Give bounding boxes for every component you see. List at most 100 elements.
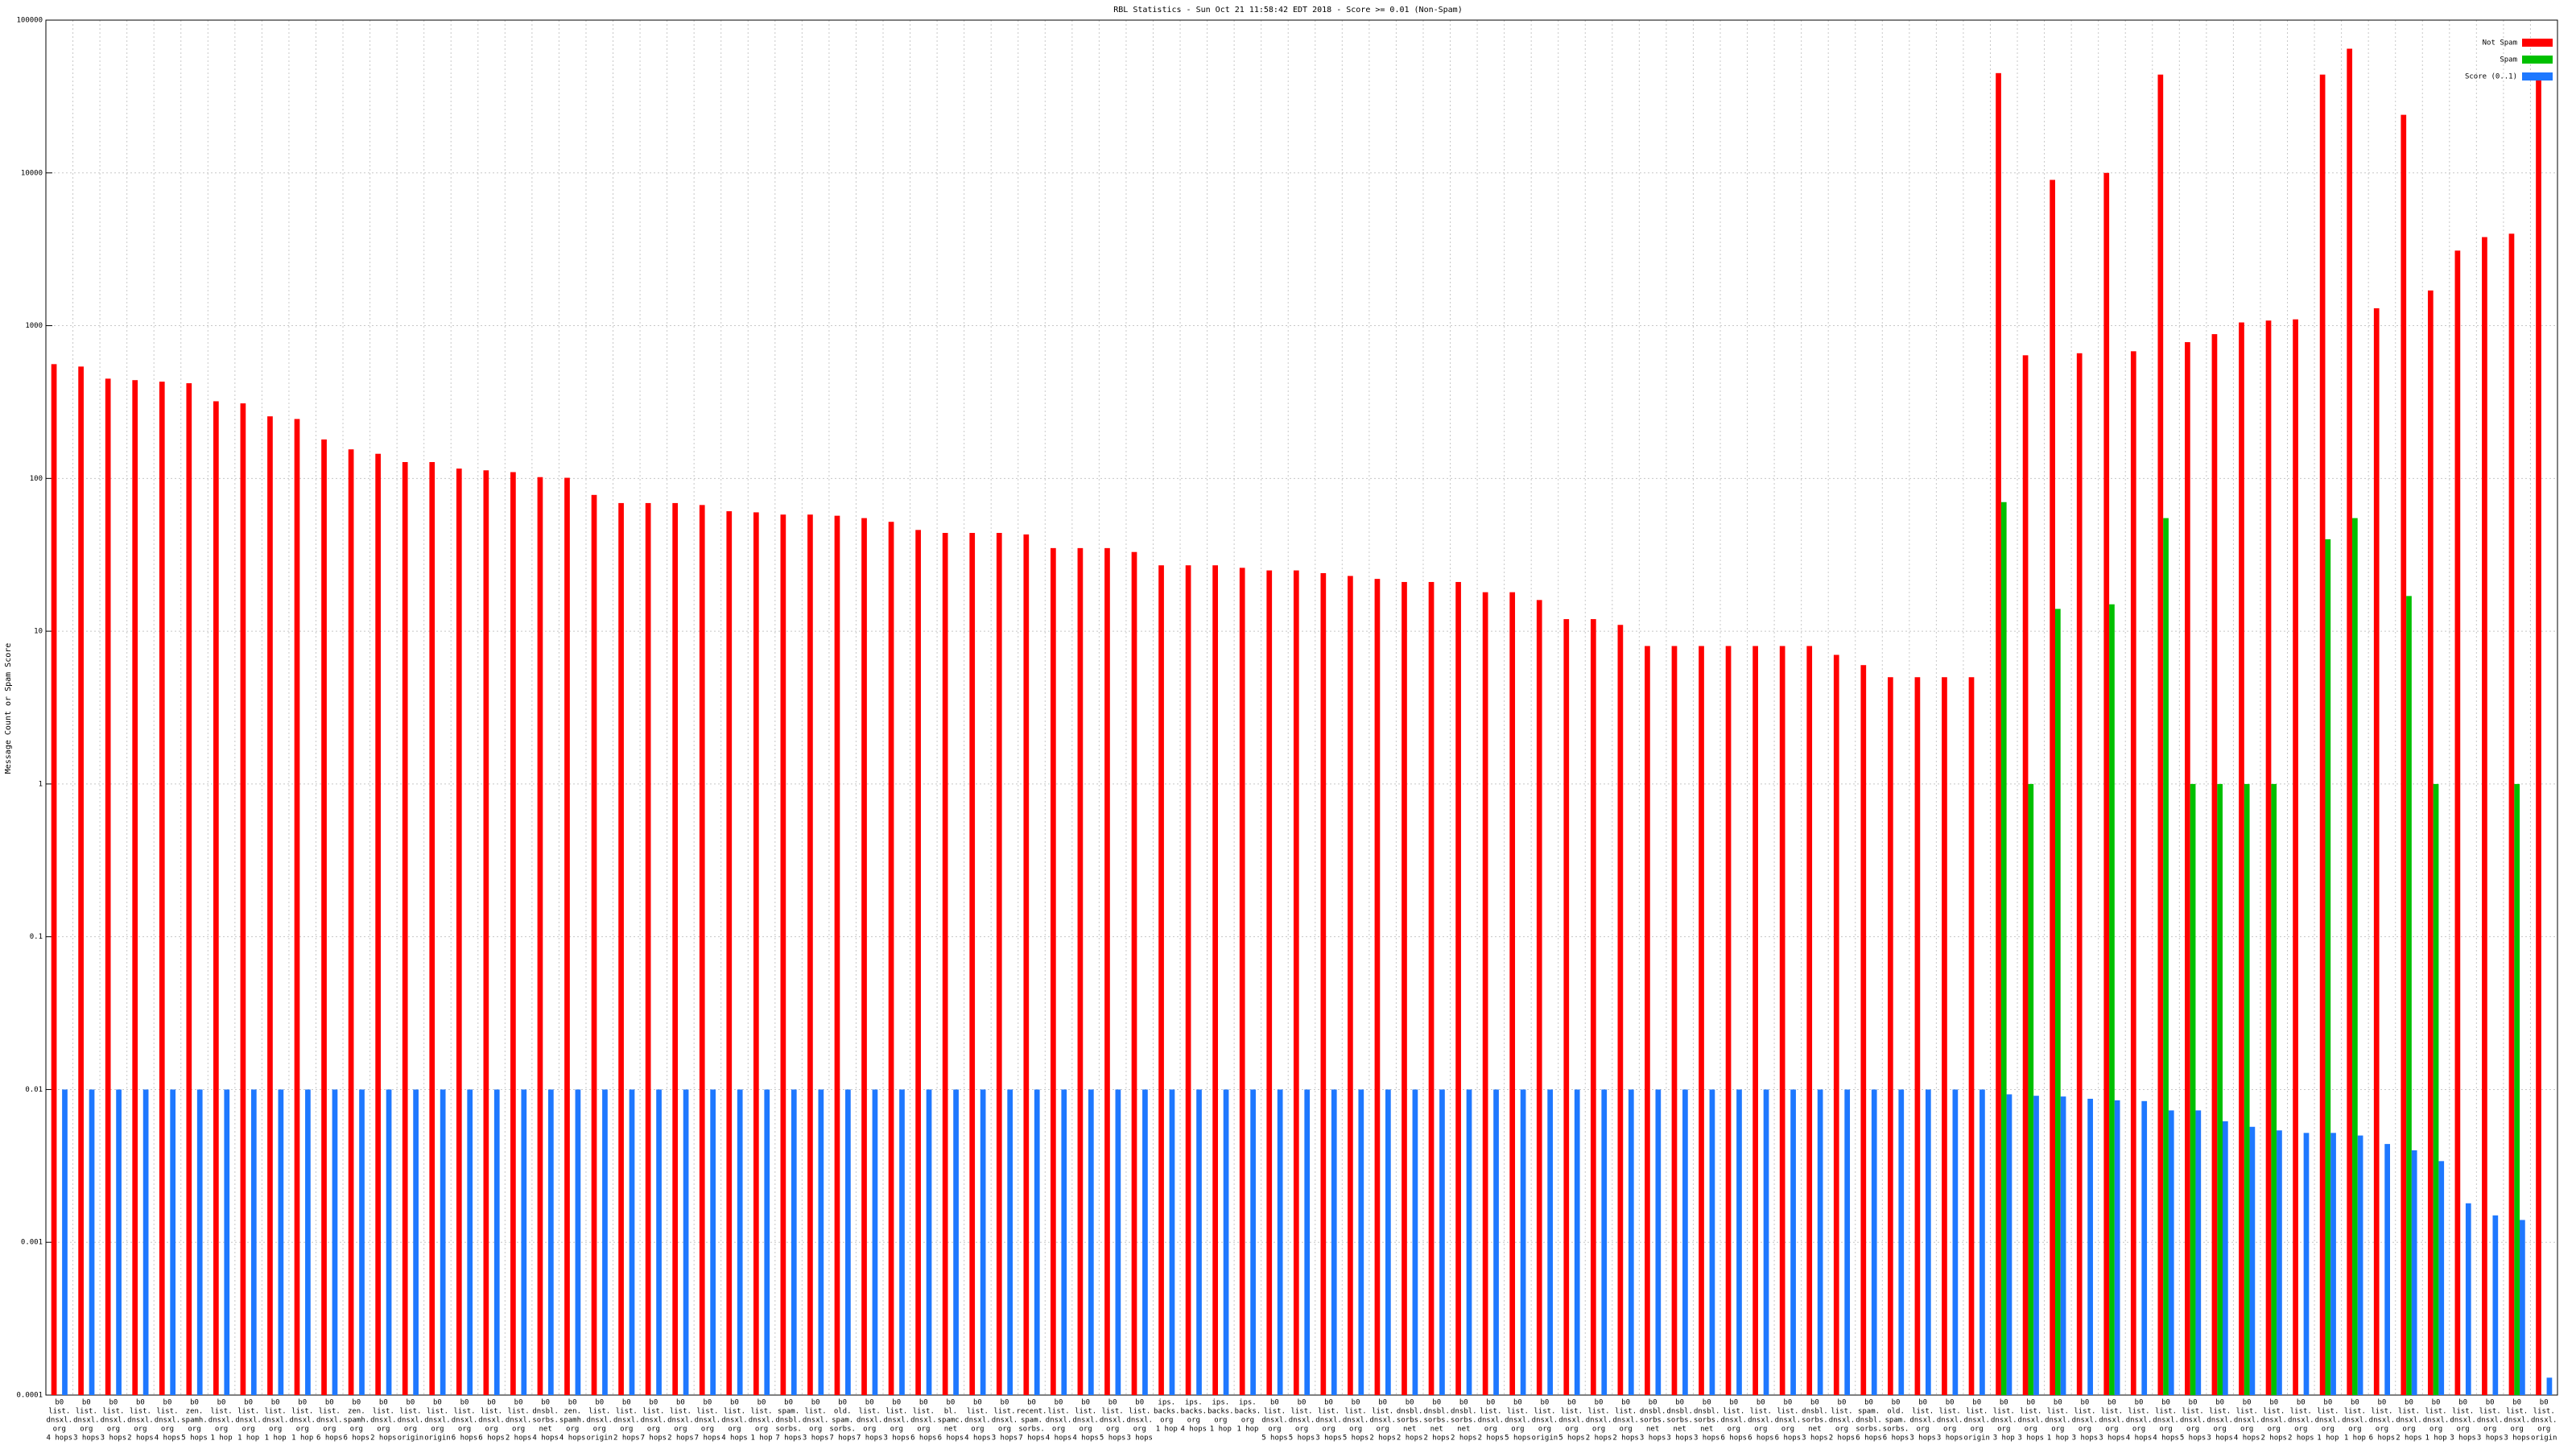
x-tick-label: org [269, 1426, 282, 1434]
x-tick-label: 1 hop [1236, 1426, 1258, 1434]
x-tick-label: dnsxl. [1532, 1417, 1558, 1425]
bar [2239, 322, 2244, 1395]
bar [1725, 646, 1732, 1395]
bar [1968, 677, 1975, 1395]
x-tick-label: sorbs. [775, 1426, 802, 1434]
bar [1671, 646, 1678, 1395]
x-tick-label: 3 hops [803, 1435, 829, 1443]
x-tick-label: 5 hops [1100, 1435, 1126, 1443]
x-tick-label: b0 [217, 1399, 226, 1407]
x-tick-label: org [1565, 1426, 1578, 1434]
bar [2050, 180, 2055, 1395]
bar [2401, 114, 2407, 1396]
x-tick-label: 4 hops [155, 1435, 181, 1443]
bar [2006, 1094, 2013, 1395]
bar [1860, 665, 1867, 1395]
x-tick-label: b0 [271, 1399, 280, 1407]
x-tick-label: 3 hops [1937, 1435, 1963, 1443]
bar [575, 1089, 581, 1395]
x-tick-label: b0 [298, 1399, 307, 1407]
bar [2482, 237, 2487, 1395]
bar [62, 1089, 68, 1395]
x-tick-label: 3 hops [2450, 1435, 2476, 1443]
x-tick-label: list. [2398, 1408, 2420, 1416]
bar [1482, 592, 1488, 1395]
x-tick-label: 7 hops [1018, 1435, 1045, 1443]
bar [737, 1089, 743, 1395]
bar [618, 502, 624, 1395]
x-tick-label: 2 hops [2288, 1435, 2314, 1443]
bar [1466, 1089, 1472, 1395]
x-tick-label: 2 hops [2260, 1435, 2287, 1443]
x-tick-label: 6 hops [478, 1435, 505, 1443]
x-tick-label: b0 [1001, 1399, 1009, 1407]
x-tick-label: list. [102, 1408, 124, 1416]
x-tick-label: 5 hops [2180, 1435, 2207, 1443]
x-tick-label: dnsxl. [1612, 1417, 1639, 1425]
x-tick-label: dnsxl. [1315, 1417, 1342, 1425]
x-tick-label: org [161, 1426, 174, 1434]
x-tick-label: org [2159, 1426, 2172, 1434]
bar [2000, 502, 2007, 1396]
bar [386, 1089, 392, 1395]
x-tick-label: 1 hop [237, 1435, 259, 1443]
x-tick-label: b0 [1918, 1399, 1927, 1407]
x-tick-label: org [1322, 1426, 1335, 1434]
y-tick-label: 1000 [25, 322, 43, 330]
bar [2223, 1121, 2228, 1395]
x-tick-label: org [890, 1426, 903, 1434]
x-tick-label: org [1728, 1426, 1740, 1434]
x-tick-label: 2 hops [127, 1435, 154, 1443]
x-tick-label: b0 [2486, 1399, 2495, 1407]
x-tick-label: dnsxl. [2342, 1417, 2368, 1425]
bar [1358, 1089, 1364, 1395]
x-tick-label: dnsxl. [1505, 1417, 1531, 1425]
x-tick-label: dnsxl. [1829, 1417, 1856, 1425]
x-tick-label: b0 [1270, 1399, 1279, 1407]
x-tick-label: 4 hops [2234, 1435, 2260, 1443]
x-tick-label: dnsxl. [1775, 1417, 1802, 1425]
x-tick-label: org [2511, 1426, 2524, 1434]
x-tick-label: spam. [1021, 1417, 1042, 1425]
bar [2087, 1098, 2093, 1395]
x-tick-label: b0 [2458, 1399, 2467, 1407]
bar [1223, 1089, 1229, 1395]
x-tick-label: b0 [919, 1399, 928, 1407]
bar [1833, 654, 1839, 1395]
x-tick-label: net [1430, 1426, 1443, 1434]
x-tick-label: spamc. [938, 1417, 964, 1425]
x-tick-label: list. [2263, 1408, 2285, 1416]
x-tick-label: 4 hops [47, 1435, 73, 1443]
bar [332, 1089, 338, 1395]
x-tick-label: dnsbl. [1423, 1408, 1450, 1416]
x-tick-label: b0 [676, 1399, 685, 1407]
x-tick-label: list. [2479, 1408, 2501, 1416]
bar [78, 366, 84, 1395]
x-tick-label: 6 hops [1883, 1435, 1909, 1443]
bar [899, 1089, 905, 1395]
x-tick-label: list. [2155, 1408, 2177, 1416]
x-tick-label: spam. [1858, 1408, 1880, 1416]
bar [1196, 1089, 1202, 1395]
bar [2076, 353, 2083, 1395]
x-tick-label: 2 hops [2396, 1435, 2422, 1443]
x-tick-label: b0 [973, 1399, 982, 1407]
bar [1320, 572, 1327, 1395]
x-tick-label: list. [642, 1408, 664, 1416]
x-tick-label: list. [1912, 1408, 1934, 1416]
x-tick-label: list. [2074, 1408, 2095, 1416]
bar [1790, 1089, 1796, 1395]
x-tick-label: b0 [838, 1399, 847, 1407]
x-tick-label: b0 [811, 1399, 820, 1407]
x-tick-label: dnsbl. [1694, 1408, 1720, 1416]
x-tick-label: org [1511, 1426, 1524, 1434]
y-tick-label: 0.01 [25, 1086, 43, 1094]
x-tick-label: b0 [1541, 1399, 1550, 1407]
bar [1628, 1089, 1634, 1395]
x-tick-label: list. [967, 1408, 989, 1416]
bar [888, 522, 894, 1395]
x-tick-label: 6 hops [1856, 1435, 1882, 1443]
x-tick-label: sorbs. [1883, 1426, 1909, 1434]
x-tick-label: dnsxl. [803, 1417, 829, 1425]
x-tick-label: b0 [1432, 1399, 1441, 1407]
